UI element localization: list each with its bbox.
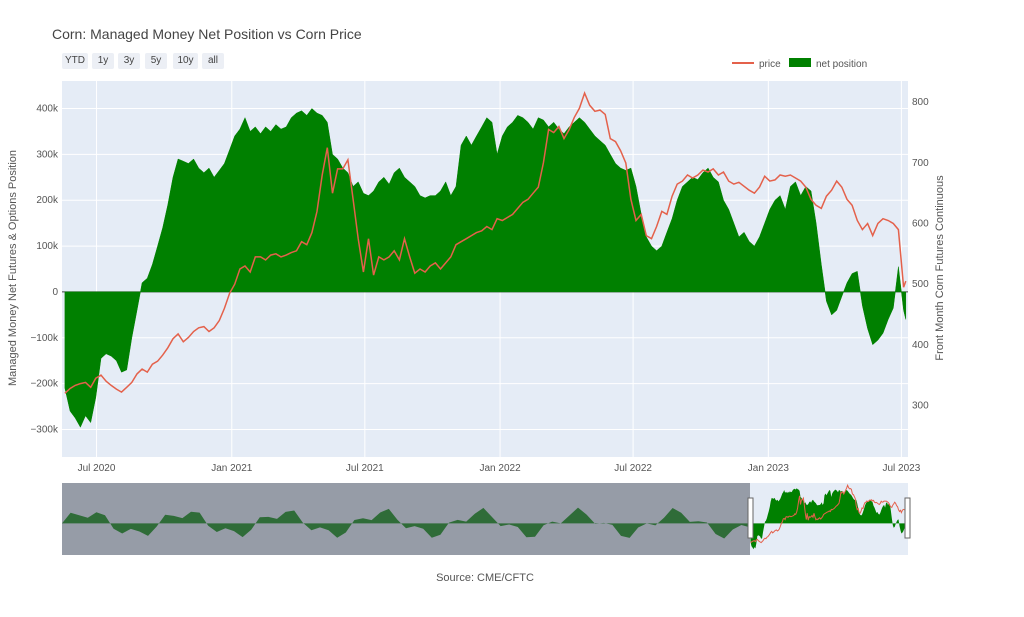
x-axis: Jul 2020 Jan 2021 Jul 2021 Jan 2022 Jul 2022… (78, 463, 921, 474)
right-y-tick-label: 500 (912, 279, 929, 290)
right-y-tick-label: 700 (912, 158, 929, 169)
right-y-axis: 300 400 500 600 700 800 (912, 97, 929, 411)
price-line (64, 90, 907, 394)
source-note: Source: CME/CFTC (436, 572, 534, 584)
right-y-tick-label: 800 (912, 97, 929, 108)
range-button-5y[interactable]: 5y (145, 53, 167, 69)
x-tick-label: Jan 2022 (479, 463, 521, 474)
navigator-unselected-mask (62, 483, 750, 555)
chart-title: Corn: Managed Money Net Position vs Corn… (52, 26, 362, 42)
navigator-net-position (750, 488, 908, 550)
x-tick-label: Jul 2023 (882, 463, 920, 474)
x-tick-label: Jul 2022 (614, 463, 652, 474)
navigator-price (750, 483, 909, 544)
range-button-3y[interactable]: 3y (118, 53, 140, 69)
net-position-series (64, 108, 907, 428)
legend-price-label: price (759, 59, 781, 70)
left-y-tick-label: 400k (36, 104, 59, 115)
right-y-tick-label: 400 (912, 340, 929, 351)
left-y-tick-label: 200k (36, 195, 59, 206)
left-y-tick-label: −200k (30, 379, 59, 390)
left-y-axis: −300k −200k −100k 0 100k 200k 300k 400k (30, 104, 59, 436)
net-position-area (64, 108, 907, 428)
price-series (64, 90, 907, 394)
range-button-1y[interactable]: 1y (92, 53, 114, 69)
navigator-left-handle[interactable] (747, 497, 754, 539)
right-y-tick-label: 600 (912, 219, 929, 230)
left-y-tick-label: −300k (30, 424, 59, 435)
x-tick-label: Jan 2021 (211, 463, 253, 474)
left-y-tick-label: 100k (36, 241, 59, 252)
range-button-10y[interactable]: 10y (173, 53, 198, 69)
x-tick-label: Jul 2020 (78, 463, 116, 474)
legend-net-position-label: net position (816, 59, 867, 70)
left-y-tick-label: 0 (52, 287, 58, 298)
navigator-right-handle[interactable] (904, 497, 911, 539)
left-y-axis-title: Managed Money Net Futures & Options Posi… (7, 150, 19, 386)
legend-net-position-swatch (789, 58, 811, 67)
left-y-tick-label: 300k (36, 149, 59, 160)
legend[interactable]: price net position (732, 58, 867, 70)
left-y-tick-label: −100k (30, 333, 59, 344)
x-tick-label: Jul 2021 (346, 463, 384, 474)
right-y-axis-title: Front Month Corn Futures Continuous (934, 175, 946, 361)
range-button-all[interactable]: all (202, 53, 224, 69)
range-button-ytd[interactable]: YTD (62, 53, 88, 69)
right-y-tick-label: 300 (912, 400, 929, 411)
x-tick-label: Jan 2023 (748, 463, 790, 474)
